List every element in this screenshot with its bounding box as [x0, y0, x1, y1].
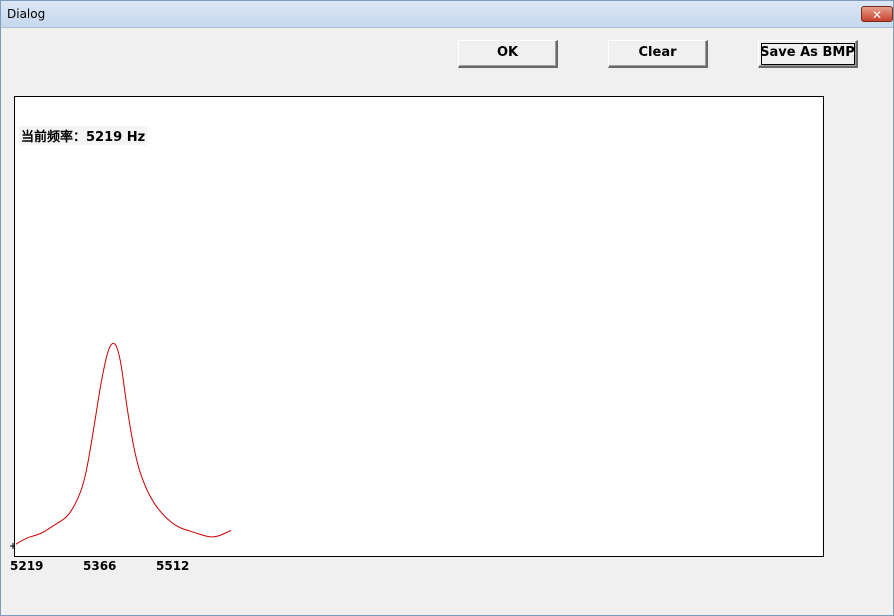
close-button[interactable]: ✕ [861, 6, 893, 22]
title-bar[interactable]: Dialog ✕ [1, 1, 893, 28]
spectrum-line [15, 342, 232, 545]
x-tick-label: 5512 [156, 559, 190, 573]
x-tick-label: 5366 [83, 559, 117, 573]
window-title: Dialog [7, 7, 46, 21]
x-tick-label: 5219 [10, 559, 44, 573]
close-icon: ✕ [871, 8, 883, 22]
ok-button[interactable]: OK [458, 40, 558, 68]
current-frequency-readout: 当前频率：5219 Hz [19, 126, 148, 145]
spectrum-plot-area [14, 96, 824, 557]
save-as-bmp-button[interactable]: Save As BMP [758, 40, 858, 68]
clear-button[interactable]: Clear [608, 40, 708, 68]
origin-marker [10, 543, 15, 549]
